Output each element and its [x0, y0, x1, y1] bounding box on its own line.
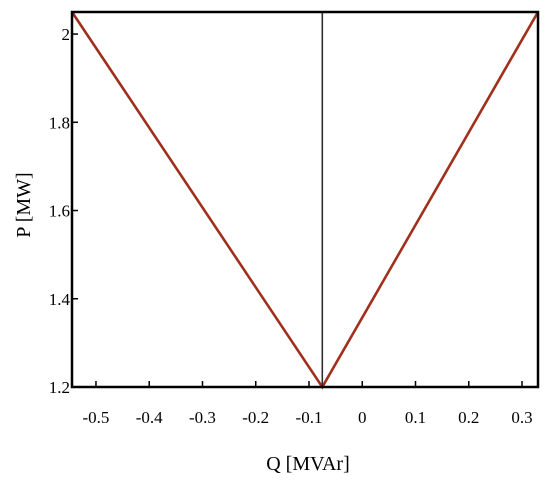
x-tick-label: -0.3: [189, 408, 216, 427]
x-tick-label: 0.1: [405, 408, 426, 427]
y-tick-label: 2: [62, 25, 71, 44]
x-tick-label: -0.1: [296, 408, 323, 427]
x-tick-label: 0.2: [458, 408, 479, 427]
y-tick-label: 1.6: [49, 202, 70, 221]
series-line-1: [70, 11, 540, 390]
x-tick-label: 0: [358, 408, 367, 427]
x-tick-label: -0.2: [242, 408, 269, 427]
y-axis: 1.2 1.4 1.6 1.8 2: [49, 25, 78, 397]
x-tick-label: 0.3: [511, 408, 532, 427]
plot-frame: [70, 10, 540, 389]
x-tick-label: -0.4: [136, 408, 163, 427]
y-tick-label: 1.8: [49, 113, 70, 132]
x-axis-label: Q [MVAr]: [266, 453, 350, 475]
x-tick-label: -0.5: [83, 408, 110, 427]
y-tick-label: 1.4: [49, 290, 71, 309]
y-tick-label: 1.2: [49, 378, 70, 397]
x-axis: -0.5 -0.4 -0.3 -0.2 -0.1 0 0.1 0.2 0.3: [83, 381, 533, 427]
plot-area: [70, 10, 540, 390]
y-axis-label: P [MW]: [13, 172, 35, 237]
